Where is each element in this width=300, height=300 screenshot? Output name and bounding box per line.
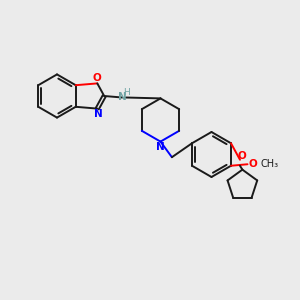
Text: H: H	[123, 88, 130, 97]
Text: N: N	[94, 109, 103, 119]
Text: O: O	[93, 73, 102, 83]
Text: N: N	[156, 142, 165, 152]
Text: N: N	[118, 92, 127, 103]
Text: O: O	[248, 159, 257, 169]
Text: O: O	[237, 151, 246, 161]
Text: CH₃: CH₃	[260, 159, 278, 169]
